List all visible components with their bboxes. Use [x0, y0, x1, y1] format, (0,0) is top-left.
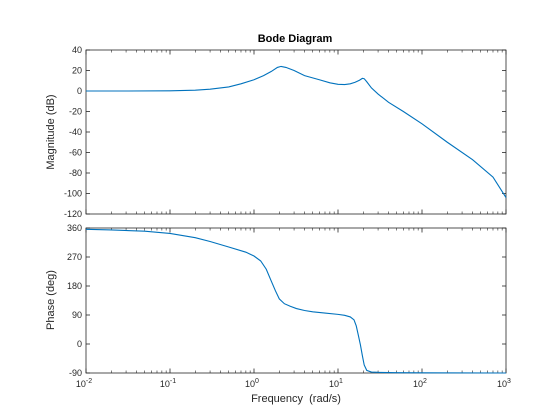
- phase-panel: 360 270 180 90 0 -90 10-2 10-1 100 101 102 103 Pha…: [45, 223, 511, 389]
- magnitude-y-tick-label: -60: [69, 148, 82, 158]
- phase-y-tick-label: 360: [67, 223, 82, 233]
- magnitude-y-tick-label: 0: [77, 86, 82, 96]
- magnitude-x-ticks: [85, 50, 507, 214]
- magnitude-y-tick-label: 40: [72, 45, 82, 55]
- chart-title: Bode Diagram: [258, 33, 333, 45]
- magnitude-plot-area: [85, 49, 507, 215]
- phase-y-tick-label: 90: [72, 310, 82, 320]
- x-tick-label: 103: [497, 378, 511, 389]
- magnitude-y-label: Magnitude (dB): [45, 94, 57, 169]
- x-tick-label: 101: [329, 378, 343, 389]
- magnitude-y-tick-label: 20: [72, 66, 82, 76]
- magnitude-y-tick-label: -100: [64, 189, 82, 199]
- phase-y-label: Phase (deg): [45, 270, 57, 330]
- magnitude-y-tick-label: -20: [69, 107, 82, 117]
- phase-y-tick-label: 270: [67, 252, 82, 262]
- phase-y-ticks: 360 270 180 90 0 -90: [67, 223, 506, 378]
- magnitude-panel: 40 20 0 -20 -40 -60 -80 -100 -120 Magnitude (dB): [45, 45, 507, 219]
- x-tick-label: 100: [245, 378, 259, 389]
- x-tick-label: 10-2: [76, 378, 92, 389]
- x-tick-label: 102: [413, 378, 427, 389]
- magnitude-y-ticks: 40 20 0 -20 -40 -60 -80 -100 -120: [64, 45, 506, 219]
- phase-x-ticks: 10-2 10-1 100 101 102 103: [76, 228, 511, 389]
- phase-plot-area: [85, 227, 507, 374]
- phase-series-line: [85, 228, 507, 374]
- magnitude-y-tick-label: -40: [69, 127, 82, 137]
- magnitude-y-tick-label: -120: [64, 209, 82, 219]
- phase-y-tick-label: 0: [77, 339, 82, 349]
- magnitude-series-line: [86, 65, 507, 198]
- phase-y-tick-label: 180: [67, 281, 82, 291]
- x-axis-label: Frequency (rad/s): [251, 393, 341, 405]
- x-tick-label: 10-1: [160, 378, 176, 389]
- magnitude-y-tick-label: -80: [69, 168, 82, 178]
- phase-y-tick-label: -90: [69, 368, 82, 378]
